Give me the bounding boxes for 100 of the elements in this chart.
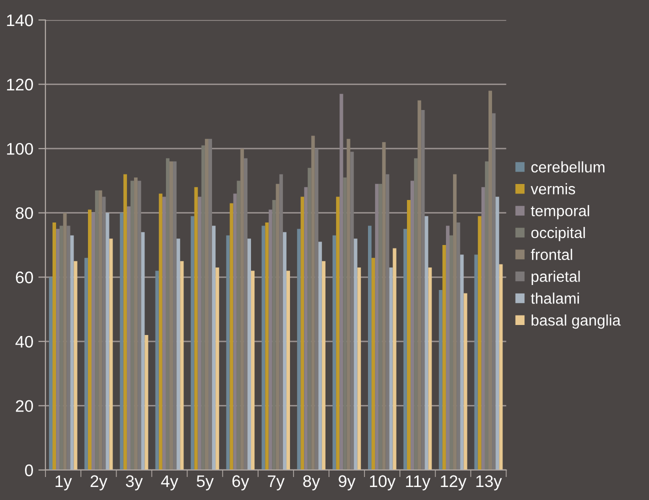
bar bbox=[268, 210, 272, 470]
bar bbox=[410, 180, 414, 470]
legend-label: frontal bbox=[530, 248, 572, 260]
bar bbox=[74, 261, 78, 470]
bar bbox=[403, 228, 407, 470]
bar bbox=[481, 187, 485, 470]
x-tick-label: 9y bbox=[338, 475, 356, 490]
bar bbox=[126, 206, 130, 470]
bar bbox=[372, 258, 376, 470]
bar bbox=[464, 293, 468, 470]
bar bbox=[350, 152, 354, 470]
bar bbox=[496, 196, 500, 470]
bar bbox=[392, 248, 396, 470]
bar bbox=[297, 228, 301, 470]
bar bbox=[141, 232, 145, 470]
bar bbox=[375, 184, 379, 470]
y-tick-label: 80 bbox=[16, 207, 33, 220]
bar bbox=[304, 187, 308, 470]
bar bbox=[169, 161, 174, 470]
bar bbox=[318, 242, 322, 470]
x-tick-label: 11y bbox=[406, 475, 430, 490]
x-tick-label: 6y bbox=[232, 475, 250, 490]
x-tick-label: 12y bbox=[440, 475, 466, 490]
bar bbox=[424, 216, 428, 470]
x-tick-label: 1y bbox=[56, 475, 72, 490]
y-tick-label: 40 bbox=[15, 336, 33, 348]
bar bbox=[120, 212, 124, 470]
bar bbox=[488, 90, 492, 470]
bar bbox=[158, 194, 162, 470]
bar bbox=[88, 210, 92, 470]
y-tick-label: 20 bbox=[16, 400, 33, 412]
bar bbox=[300, 196, 304, 470]
bar bbox=[474, 254, 478, 470]
bar bbox=[162, 196, 166, 470]
bar bbox=[230, 203, 234, 470]
bar bbox=[357, 268, 361, 470]
bar bbox=[123, 174, 127, 470]
bar bbox=[194, 187, 198, 470]
bar bbox=[48, 277, 53, 470]
bar bbox=[386, 174, 390, 470]
bar bbox=[109, 238, 113, 470]
bar bbox=[332, 235, 336, 470]
x-tick-label: 5y bbox=[196, 475, 214, 490]
bar bbox=[460, 254, 464, 470]
y-tick-label: 60 bbox=[16, 272, 33, 284]
y-tick-label: 140 bbox=[7, 14, 33, 26]
bar bbox=[492, 113, 496, 470]
y-tick-label: 120 bbox=[7, 78, 33, 90]
bar bbox=[84, 258, 88, 470]
legend-label: occipital bbox=[531, 226, 585, 242]
bar bbox=[438, 290, 442, 470]
bar bbox=[190, 216, 194, 470]
legend-label: temporal bbox=[530, 205, 590, 220]
x-tick-label: 7y bbox=[268, 475, 285, 490]
bar bbox=[173, 161, 177, 470]
bar bbox=[421, 110, 425, 470]
x-tick-label: 13y bbox=[476, 475, 502, 490]
bar bbox=[138, 180, 142, 470]
bar bbox=[279, 174, 283, 470]
bar bbox=[212, 226, 216, 470]
bar bbox=[66, 226, 70, 470]
bar bbox=[314, 148, 318, 470]
bar bbox=[428, 268, 432, 470]
y-tick-label: 100 bbox=[7, 142, 33, 155]
bar bbox=[354, 238, 358, 470]
legend-label: basal ganglia bbox=[532, 314, 621, 329]
bar bbox=[180, 261, 184, 470]
x-tick-label: 2y bbox=[90, 475, 108, 490]
bar bbox=[478, 216, 482, 470]
bar bbox=[92, 212, 96, 470]
bar bbox=[144, 335, 148, 470]
x-tick-label: 3y bbox=[126, 475, 143, 490]
legend-label: vermis bbox=[530, 183, 576, 194]
bar bbox=[176, 238, 180, 470]
bar bbox=[155, 270, 159, 470]
bar bbox=[244, 158, 248, 470]
bar bbox=[265, 222, 269, 470]
bar bbox=[282, 232, 286, 470]
bar bbox=[247, 238, 252, 470]
bar bbox=[456, 222, 460, 470]
x-tick-label: 10y bbox=[370, 475, 396, 490]
bar bbox=[226, 235, 230, 470]
bar bbox=[442, 245, 446, 470]
x-tick-label: 4y bbox=[161, 475, 178, 490]
legend-label: cerebellum bbox=[531, 161, 604, 173]
bar bbox=[102, 196, 106, 470]
bar bbox=[499, 264, 503, 470]
bar bbox=[198, 196, 202, 470]
bar bbox=[216, 268, 220, 470]
bar bbox=[368, 226, 372, 470]
legend-label: thalami bbox=[530, 292, 579, 304]
bar bbox=[389, 268, 393, 470]
bar bbox=[406, 200, 411, 470]
bar bbox=[70, 235, 74, 470]
legend-label: parietal bbox=[532, 270, 580, 285]
bar bbox=[233, 194, 237, 470]
bar bbox=[56, 228, 60, 470]
bar bbox=[286, 270, 290, 470]
bar bbox=[251, 270, 255, 470]
bar bbox=[262, 226, 266, 470]
